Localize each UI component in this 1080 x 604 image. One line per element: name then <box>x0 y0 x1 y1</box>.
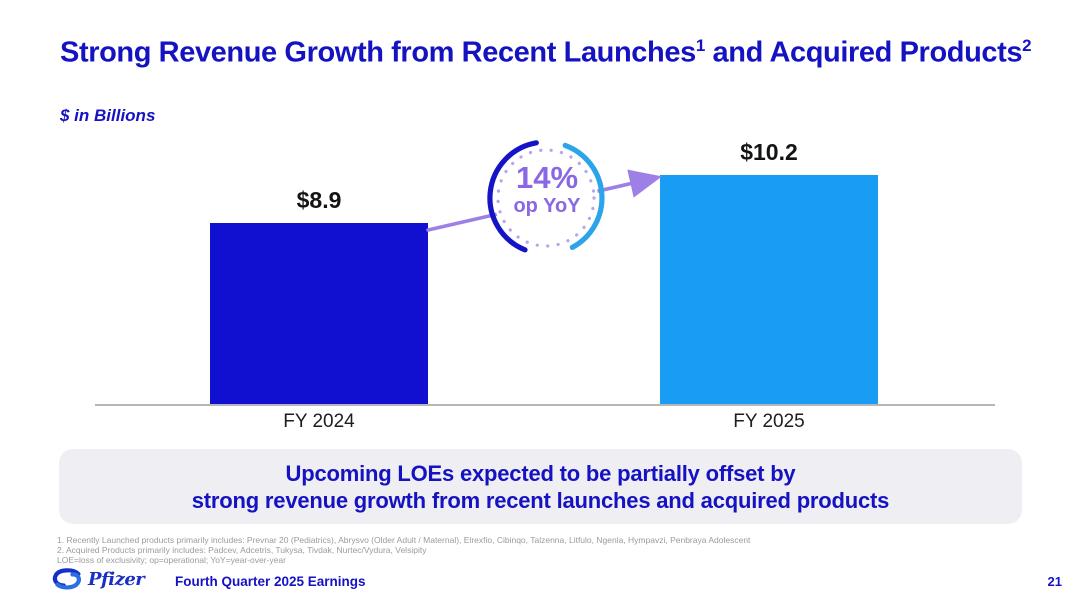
footnote-2: 2. Acquired Products primarily includes:… <box>57 545 427 555</box>
callout-box: Upcoming LOEs expected to be partially o… <box>59 449 1022 524</box>
page-title: Strong Revenue Growth from Recent Launch… <box>60 36 1040 70</box>
page-number: 21 <box>1047 574 1062 589</box>
footnote-3: LOE=loss of exclusivity; op=operational;… <box>57 555 286 565</box>
badge-arc-left-icon <box>487 140 539 253</box>
pfizer-logo-icon <box>52 568 81 590</box>
title-text-2: and Acquired Products <box>704 36 1023 69</box>
x-axis-label-fy2025: FY 2025 <box>733 411 805 432</box>
title-footnote-ref-2: 2 <box>1022 36 1032 55</box>
title-text: Strong Revenue Growth from Recent Launch… <box>60 36 696 69</box>
callout-line-1: Upcoming LOEs expected to be partially o… <box>285 460 796 486</box>
x-axis-label-fy2024: FY 2024 <box>283 411 355 432</box>
pfizer-logo: Pfizer <box>50 567 145 592</box>
title-footnote-ref-1: 1 <box>695 36 705 55</box>
bar-fy2025 <box>660 175 878 404</box>
footnotes: 1. Recently Launched products primarily … <box>57 535 750 565</box>
x-axis-line <box>95 404 995 406</box>
badge-fill <box>494 146 598 250</box>
brand-wordmark: Pfizer <box>88 569 145 590</box>
badge-arc-right-icon <box>562 142 605 250</box>
bar-chart: $8.9 $10.2 <box>210 139 878 404</box>
badge-dot-ring-icon <box>496 148 596 248</box>
bar-fy2024 <box>210 223 428 404</box>
units-note: $ in Billions <box>60 106 156 125</box>
growth-badge <box>426 140 663 253</box>
footnote-1: 1. Recently Launched products primarily … <box>57 535 751 545</box>
callout-line-2: strong revenue growth from recent launch… <box>191 487 890 513</box>
bar-value-label-fy2024: $8.9 <box>296 187 342 213</box>
bar-value-label-fy2025: $10.2 <box>740 139 798 165</box>
footer-title: Fourth Quarter 2025 Earnings <box>175 574 366 589</box>
